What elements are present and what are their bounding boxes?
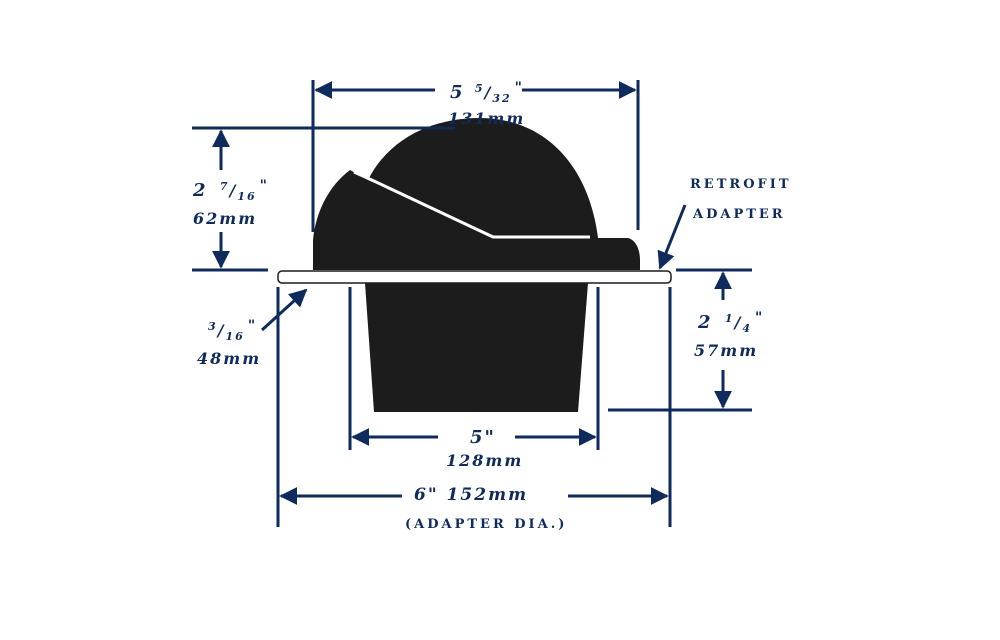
dome-height-mm-label: 62mm <box>193 209 257 228</box>
adapter-diameter-dimension: 6" 152mm (ADAPTER DIA.) <box>276 287 672 532</box>
adapter-dia-note-label: (ADAPTER DIA.) <box>405 517 567 532</box>
flange-thickness-callout: 3/16" 48mm <box>197 288 308 368</box>
adapter-flange <box>277 270 672 284</box>
top-width-dimension: 5 5/32" 131mm <box>311 80 640 232</box>
flange-thickness-arrow <box>260 288 308 332</box>
bottom-width-mm-label: 128mm <box>446 451 523 470</box>
bottom-width-inch-label: 5" <box>470 427 496 448</box>
compass-lower-body <box>365 283 588 412</box>
dome-height-dimension: 2 7/16" 62mm <box>192 126 455 272</box>
retrofit-adapter-arrow <box>657 204 687 270</box>
lid-edge-highlight <box>353 170 590 239</box>
depth-inch-label: 2 1/4" <box>697 310 764 335</box>
bottom-width-dimension: 5" 128mm <box>348 287 600 470</box>
compass-lid <box>313 170 640 270</box>
retrofit-label-line1: RETROFIT <box>690 177 792 192</box>
retrofit-adapter-callout: RETROFIT ADAPTER <box>657 177 792 270</box>
flange-thickness-mm-label: 48mm <box>197 349 261 368</box>
depth-mm-label: 57mm <box>694 341 758 360</box>
adapter-dia-size-label: 6" 152mm <box>414 485 528 505</box>
dome-height-inch-label: 2 7/16" <box>192 178 269 203</box>
retrofit-label-line2: ADAPTER <box>692 207 786 222</box>
top-width-inch-label: 5 5/32" <box>450 80 524 105</box>
compass-silhouette <box>277 118 672 412</box>
top-width-mm-label: 131mm <box>448 109 525 128</box>
compass-dome <box>368 118 598 238</box>
depth-dimension: 2 1/4" 57mm <box>608 268 764 412</box>
flange-thickness-inch-label: 3/16" <box>208 318 257 343</box>
